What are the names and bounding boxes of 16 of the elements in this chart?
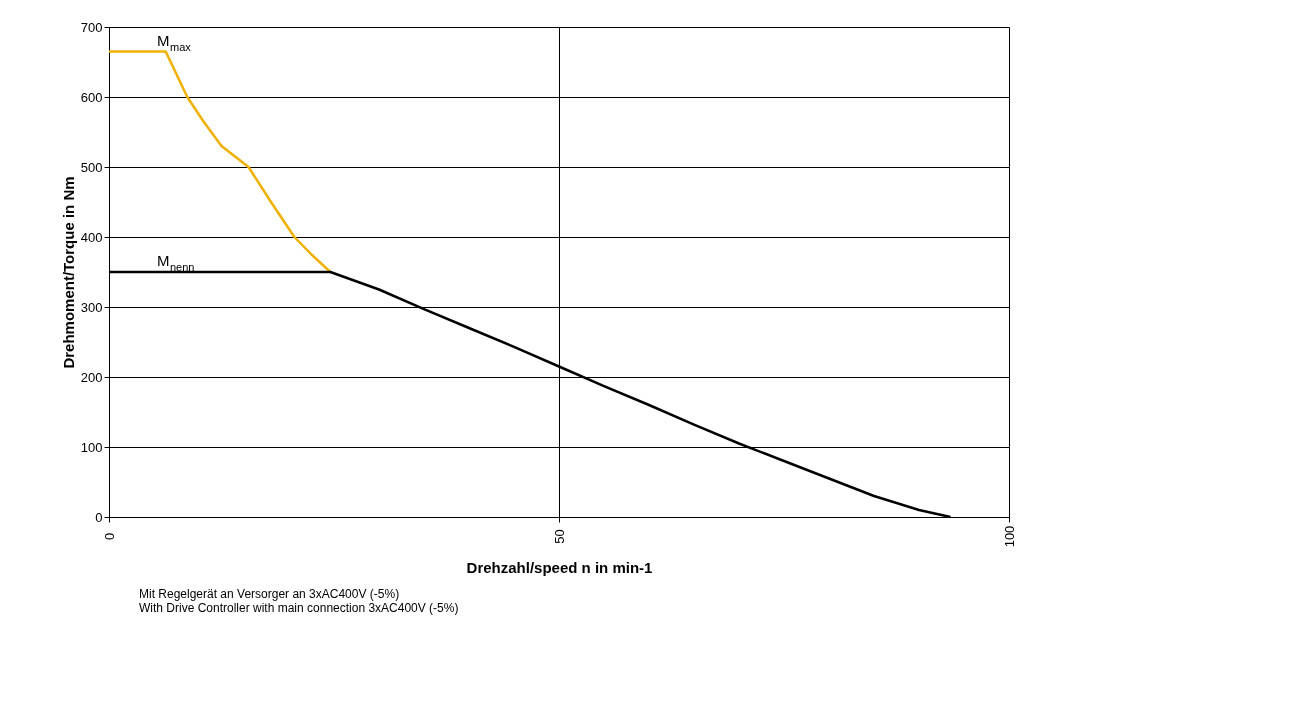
y-axis-title: Drehmoment/Torque in Nm	[59, 176, 77, 369]
y-tick-label: 500	[80, 159, 103, 175]
y-tick-label: 300	[80, 299, 103, 315]
x-tick-label: 100	[1001, 525, 1017, 548]
y-tick-label: 400	[80, 229, 103, 245]
y-tick-label: 600	[80, 89, 103, 105]
line-series	[107, 50, 332, 274]
text: With Drive Controller with main connection 3xAC400V (-5%)	[139, 601, 459, 615]
y-tick-label: 100	[80, 439, 103, 455]
x-tick-label: 0	[101, 532, 117, 541]
y-tick-label: 700	[80, 19, 103, 35]
text: Mit Regelgerät an Versorger an 3xAC400V (-5%)	[139, 587, 400, 601]
y-tick-label: 0	[95, 509, 103, 525]
x-axis-title: Drehzahl/speed n in min-1	[466, 559, 653, 577]
x-tick-label: 50	[551, 529, 567, 544]
y-tick-label: 200	[80, 369, 103, 385]
